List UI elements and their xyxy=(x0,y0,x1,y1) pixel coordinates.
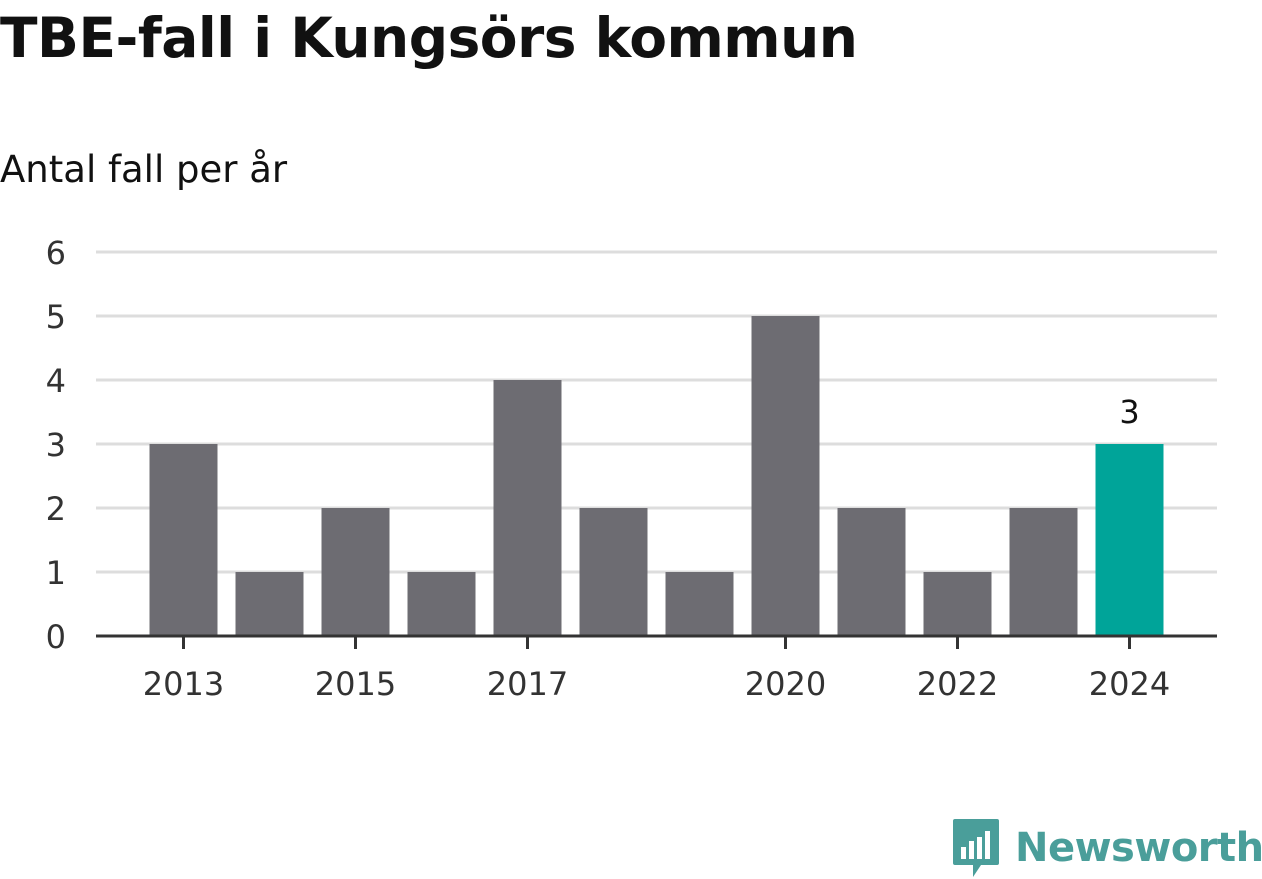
y-tick-label: 1 xyxy=(46,554,66,592)
y-tick-label: 4 xyxy=(46,362,66,400)
x-tick-label: 2013 xyxy=(143,665,224,703)
bar xyxy=(837,508,906,636)
bar xyxy=(493,380,562,636)
bar xyxy=(579,508,648,636)
y-tick-label: 6 xyxy=(46,234,66,272)
chart-title: TBE-fall i Kungsörs kommun xyxy=(0,6,858,70)
data-labels: 3 xyxy=(1119,393,1139,431)
bar xyxy=(923,572,992,636)
bars xyxy=(149,316,1164,636)
y-tick-label: 0 xyxy=(46,618,66,656)
x-tick-label: 2024 xyxy=(1089,665,1170,703)
x-tick-label: 2022 xyxy=(917,665,998,703)
bar xyxy=(235,572,304,636)
y-tick-label: 2 xyxy=(46,490,66,528)
bar xyxy=(665,572,734,636)
x-tick-label: 2015 xyxy=(315,665,396,703)
brand-name: Newsworthy xyxy=(1015,825,1262,871)
y-tick-label: 5 xyxy=(46,298,66,336)
bar xyxy=(1095,444,1164,636)
y-tick-label: 3 xyxy=(46,426,66,464)
bar xyxy=(1009,508,1078,636)
x-tick-label: 2017 xyxy=(487,665,568,703)
bar-chart: 0 1 2 3 4 5 6 2013 2015 2017 2020 2022 2024 3 xyxy=(46,234,1217,703)
y-tick-labels: 0 1 2 3 4 5 6 xyxy=(46,234,66,656)
bar xyxy=(321,508,390,636)
data-label: 3 xyxy=(1119,393,1139,431)
newsworthy-logo: Newsworthy xyxy=(951,818,1262,878)
bar xyxy=(407,572,476,636)
bar xyxy=(149,444,218,636)
x-tick-labels: 2013 2015 2017 2020 2022 2024 xyxy=(143,665,1170,703)
newsworthy-icon xyxy=(953,819,999,877)
x-tick-label: 2020 xyxy=(745,665,826,703)
bar xyxy=(751,316,820,636)
x-axis xyxy=(96,634,1217,649)
chart-subtitle: Antal fall per år xyxy=(0,148,288,191)
